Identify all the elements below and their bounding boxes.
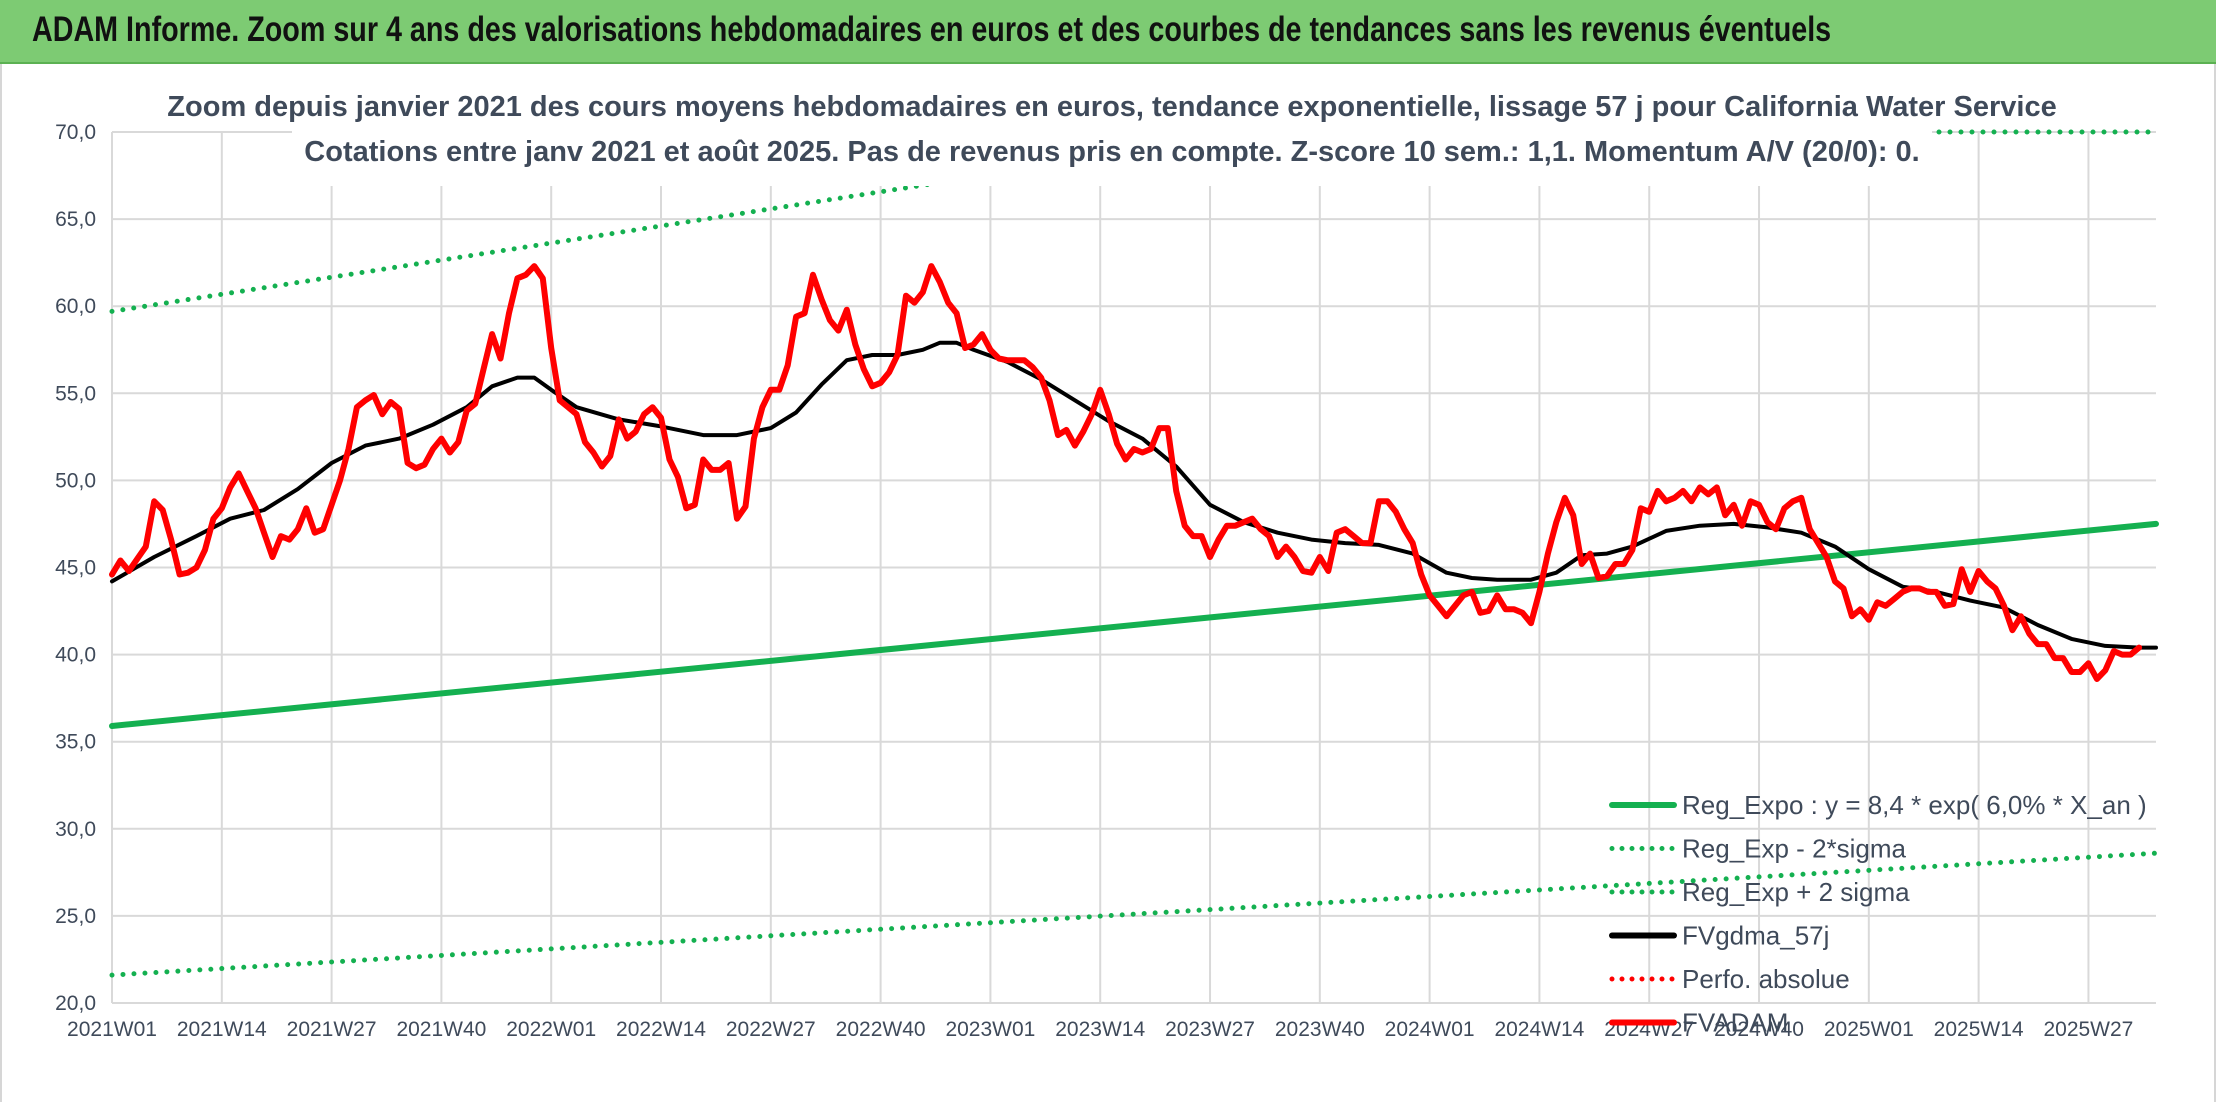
- legend-label: FVgdma_57j: [1682, 921, 1829, 951]
- chart-title: Zoom depuis janvier 2021 des cours moyen…: [167, 91, 2056, 123]
- x-tick-label: 2022W14: [616, 1018, 706, 1041]
- y-tick-label: 70,0: [55, 121, 96, 144]
- x-tick-label: 2025W27: [2043, 1018, 2133, 1041]
- x-axis-ticks: 2021W01 2021W14 2021W27 2021W40 2022W01 2022W…: [67, 1018, 2133, 1041]
- x-tick-label: 2021W40: [396, 1018, 486, 1041]
- y-tick-label: 55,0: [55, 382, 96, 405]
- x-tick-label: 2022W40: [836, 1018, 926, 1041]
- subtitle-background: [292, 86, 1932, 186]
- chart-legend: Reg_Expo : y = 8,4 * exp( 6,0% * X_an ) R…: [1609, 790, 2147, 1038]
- x-tick-label: 2024W14: [1494, 1018, 1584, 1041]
- x-tick-label: 2023W40: [1275, 1018, 1365, 1041]
- legend-label: Reg_Exp - 2*sigma: [1682, 834, 1907, 864]
- series-line-reg-exp-minus-2sigma: [109, 850, 2159, 978]
- x-tick-label: 2022W27: [726, 1018, 816, 1041]
- legend-label: Perfo. absolue: [1682, 964, 1850, 994]
- y-tick-label: 25,0: [55, 905, 96, 928]
- x-tick-label: 2022W01: [506, 1018, 596, 1041]
- series-line-fvadam: [109, 263, 2143, 682]
- header-bar: ADAM Informe. Zoom sur 4 ans des valoris…: [0, 0, 2216, 64]
- y-tick-label: 65,0: [55, 208, 96, 231]
- x-tick-label: 2023W01: [945, 1018, 1035, 1041]
- legend-label: Reg_Exp + 2 sigma: [1682, 877, 1910, 907]
- page-title: ADAM Informe. Zoom sur 4 ans des valoris…: [32, 10, 1832, 49]
- x-tick-label: 2021W01: [67, 1018, 157, 1041]
- x-tick-label: 2024W01: [1385, 1018, 1475, 1041]
- y-tick-label: 30,0: [55, 818, 96, 841]
- series-line-reg-exp-plus-2sigma: [109, 169, 1010, 314]
- x-tick-label: 2021W14: [177, 1018, 267, 1041]
- y-tick-label: 40,0: [55, 644, 96, 667]
- chart-subtitle: Cotations entre janv 2021 et août 2025. …: [304, 136, 1919, 168]
- x-tick-label: 2025W01: [1824, 1018, 1914, 1041]
- y-axis-ticks: 20,0 25,0 30,0 35,0 40,0 45,0 50,0 55,0 60,0 65,0…: [55, 121, 96, 1015]
- x-tick-label: 2023W14: [1055, 1018, 1145, 1041]
- y-tick-label: 45,0: [55, 557, 96, 580]
- chart-subtitle-block: Zoom depuis janvier 2021 des cours moyen…: [167, 86, 2057, 186]
- legend-label: Reg_Expo : y = 8,4 * exp( 6,0% * X_an ): [1682, 790, 2147, 820]
- series-lines: [109, 129, 2159, 978]
- y-tick-label: 35,0: [55, 731, 96, 754]
- series-line-reg-expo: [109, 520, 2159, 729]
- x-tick-label: 2021W27: [287, 1018, 377, 1041]
- x-tick-label: 2023W27: [1165, 1018, 1255, 1041]
- legend-label: FVADAM: [1682, 1008, 1788, 1038]
- chart-area: 20,0 25,0 30,0 35,0 40,0 45,0 50,0 55,0 60,0 65,0…: [0, 64, 2216, 1102]
- x-tick-label: 2024W40: [1714, 1018, 1804, 1041]
- y-tick-label: 60,0: [55, 295, 96, 318]
- y-tick-label: 50,0: [55, 469, 96, 492]
- x-tick-label: 2025W14: [1934, 1018, 2024, 1041]
- y-tick-label: 20,0: [55, 992, 96, 1015]
- trend-chart: 20,0 25,0 30,0 35,0 40,0 45,0 50,0 55,0 60,0 65,0…: [55, 86, 2159, 1041]
